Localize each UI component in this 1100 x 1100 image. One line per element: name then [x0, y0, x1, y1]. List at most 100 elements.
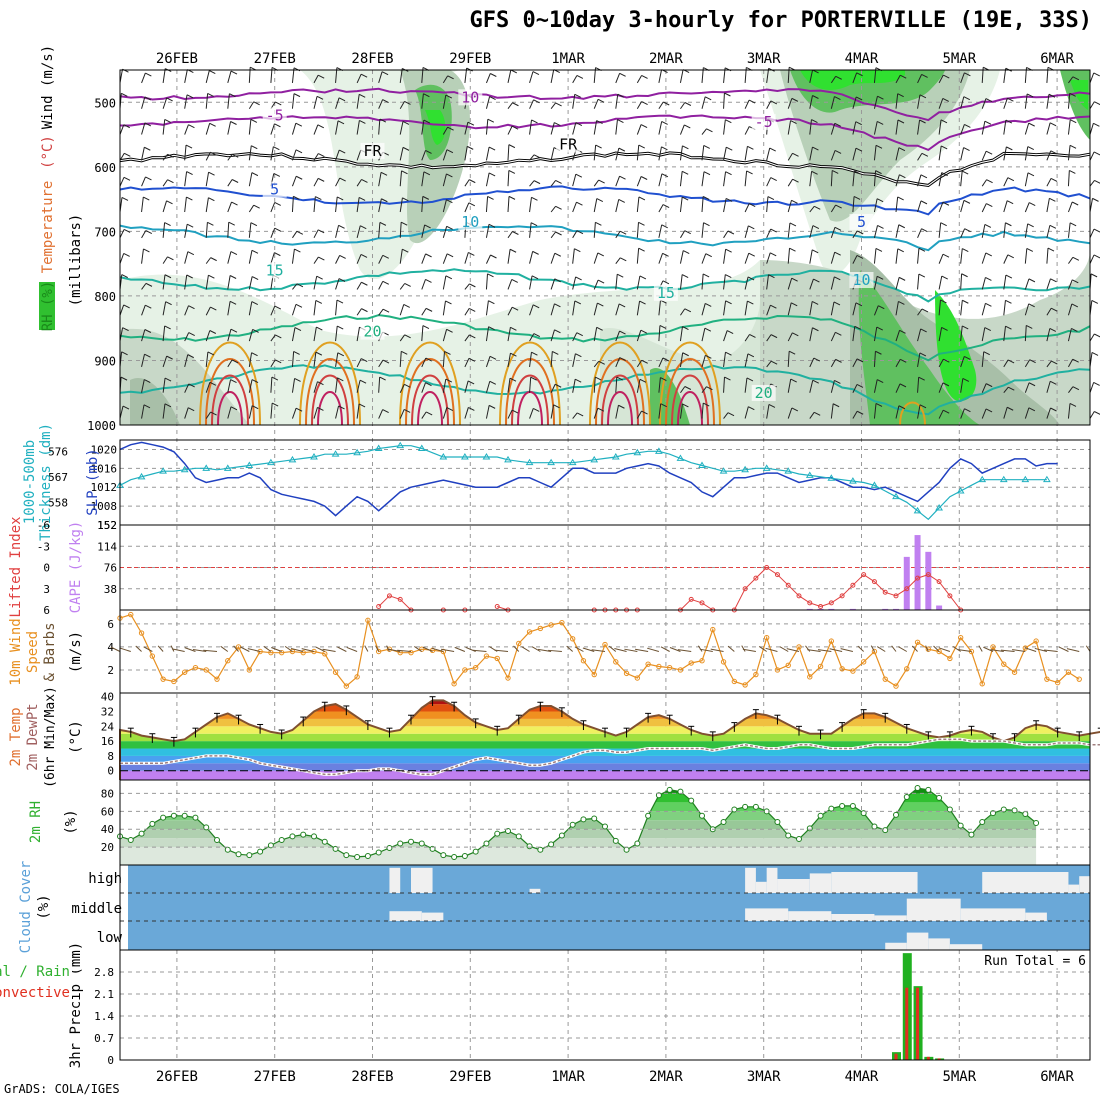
wind-barb: [766, 305, 771, 316]
isotherm-label-bg: [360, 142, 385, 159]
wind-barb: [550, 384, 556, 393]
wind-speed-marker: [375, 648, 382, 655]
wind-barb-10m: [669, 647, 681, 652]
wind-barb: [830, 227, 836, 238]
wind-barb: [485, 224, 490, 238]
cloud-block: [831, 872, 918, 893]
wind-barb-flag: [425, 278, 432, 283]
wind-barb-10m: [983, 646, 994, 652]
isotherm-label-bg: [262, 107, 287, 124]
wind-barb: [227, 359, 233, 368]
precip-legend-total: Total / Rain: [0, 964, 70, 980]
wind-barb: [1089, 180, 1095, 187]
isotherm-dome: [217, 391, 243, 426]
wind-barb-flag: [962, 378, 970, 382]
wind-barb: [701, 253, 707, 264]
thickness-marker: [374, 444, 383, 451]
wind-barb: [162, 378, 166, 393]
wind-barb: [507, 378, 511, 393]
wind-barb: [981, 252, 987, 264]
wind-barb-flag: [1094, 333, 1100, 338]
wind-barb-flag: [446, 328, 453, 333]
wind-barb-flag: [1072, 256, 1080, 261]
wind-speed-marker: [742, 682, 748, 688]
isotherm-dome: [601, 374, 639, 426]
wind-barb-flag: [768, 274, 775, 279]
wind-barb-10m: [870, 645, 875, 652]
precip-legend-convective: Convective: [0, 985, 70, 1001]
wind-speed-marker: [268, 649, 274, 656]
wind-barb-flag: [337, 352, 345, 357]
wind-barb: [141, 283, 147, 290]
wind-barb-flag: [445, 275, 453, 280]
wind-barb-flag: [554, 122, 561, 127]
wind-barb: [335, 326, 338, 342]
wind-barb: [809, 327, 813, 342]
wind-barb-flag: [144, 122, 152, 127]
wind-barb-flag: [963, 199, 971, 204]
wind-speed-marker: [785, 662, 791, 669]
slp-tick-label: 1012: [91, 481, 118, 494]
wind-barb-flag: [251, 249, 259, 254]
wind-barb-flag: [252, 328, 259, 333]
wind-barb: [593, 360, 600, 368]
wind-barb: [313, 256, 319, 264]
wind-barb: [766, 404, 770, 419]
wind-barb: [205, 93, 209, 109]
wind-barb: [895, 224, 900, 238]
wind-barb-flag: [1069, 144, 1077, 149]
wind-barb-flag: [489, 96, 496, 101]
wind-barb: [852, 384, 858, 393]
wind-barb-flag: [295, 122, 303, 127]
thickness-marker: [849, 477, 857, 484]
wind-barb: [1046, 248, 1049, 264]
rh-marker: [224, 846, 231, 853]
wind-barb-flag: [468, 407, 475, 411]
wind-barb: [938, 327, 943, 342]
wind-barb-flag: [919, 119, 926, 124]
wind-barb-flag: [1028, 122, 1035, 127]
wind-barb: [291, 93, 295, 109]
wind-barb: [1068, 76, 1074, 84]
wind-barb: [162, 68, 166, 83]
wind-barb-flag: [747, 145, 754, 150]
wind-barb-10m: [301, 648, 315, 652]
wind-barb-flag: [725, 248, 732, 253]
upper-axis-units: (millibars): [68, 214, 84, 307]
wind-barb-flag: [855, 96, 863, 101]
wind-barb-flag: [123, 176, 131, 181]
cloud-block: [1068, 884, 1080, 893]
wind-barb-10m: [786, 648, 800, 652]
rh-marker: [785, 832, 792, 839]
wind-barb-flag: [488, 172, 496, 177]
wind-barb: [766, 68, 770, 83]
wind-barb-flag: [295, 175, 303, 180]
wind-tick-label: 6: [107, 618, 114, 631]
wind-barb-flag: [228, 221, 235, 226]
rh-marker: [203, 824, 210, 831]
wind-barb: [658, 300, 661, 316]
wind-barb: [1089, 411, 1095, 419]
li-marker: [828, 600, 834, 606]
wind-barb: [895, 405, 900, 419]
wind-barb-10m: [284, 645, 293, 652]
wind-barb-flag: [487, 196, 494, 200]
wind-barb-flag: [770, 360, 778, 365]
wind-barb: [399, 170, 403, 187]
rh-marker: [569, 821, 576, 828]
wind-barb-flag: [1093, 72, 1100, 77]
wind-barb: [335, 177, 341, 187]
wind-barb: [1068, 257, 1074, 264]
date-label-top: 2MAR: [649, 51, 683, 67]
wind-barb-flag: [445, 378, 453, 383]
wind-barb: [572, 379, 576, 393]
wind-barb-10m: [203, 649, 218, 652]
wind-barb-flag: [167, 179, 174, 184]
wind-barb: [1089, 333, 1095, 342]
wind-barb-flag: [595, 144, 602, 149]
wind-speed-marker: [354, 674, 360, 680]
wind-barb-flag: [767, 196, 775, 201]
wind-barb: [572, 202, 577, 213]
wind-barb-flag: [468, 252, 475, 256]
wind-barb: [615, 257, 621, 264]
